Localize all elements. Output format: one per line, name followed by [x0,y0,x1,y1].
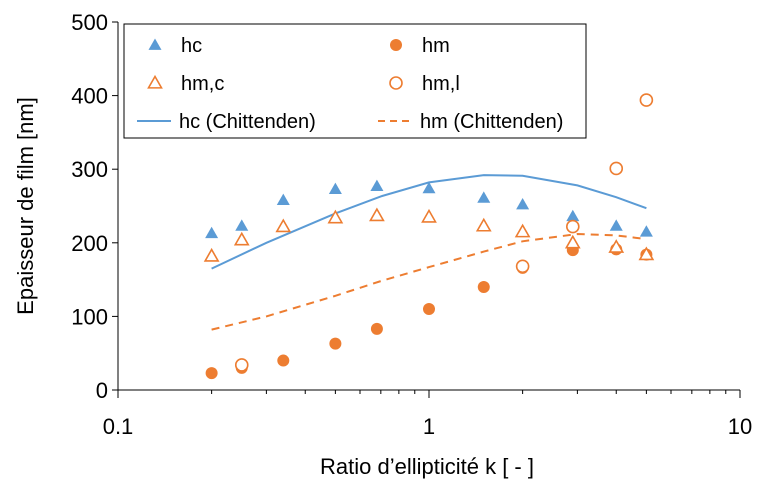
legend-label: hc (Chittenden) [179,111,316,133]
data-point [422,181,436,194]
y-tick-label: 100 [71,304,108,329]
x-axis-title: Ratio d’ellipticité k [ - ] [320,454,534,479]
y-tick-label: 400 [71,84,108,109]
data-point [234,358,249,372]
data-point [609,161,624,176]
y-axis-title: Epaisseur de film [nm] [13,97,38,315]
data-point [514,223,531,238]
axes: 0 100 200 300 400 500 0.1 1 10 [71,10,752,439]
y-tick-label: 0 [96,378,108,403]
data-point [329,337,342,350]
data-point [327,209,344,224]
legend-symbol [389,76,403,90]
data-point [609,219,623,231]
legend-box [123,23,587,139]
legend: hc hm hm,c hm,l hc (Chittenden) hm (Chittende… [123,23,587,139]
data-point [233,231,250,246]
series-line-4 [211,174,647,270]
data-point [566,219,580,234]
data-point [205,226,219,239]
data-point [477,280,490,293]
data-point [608,239,625,253]
data-point [639,225,653,237]
x-tick-label: 10 [728,414,752,439]
data-point [203,247,220,262]
legend-symbol [148,38,162,50]
data-point [370,322,383,335]
data-point [369,207,385,222]
legend-symbol [390,39,402,51]
data-point [277,354,290,367]
legend-label: hm (Chittenden) [420,111,563,133]
data-point [275,218,292,233]
legend-label: hm,l [422,73,460,95]
legend-label: hm [422,35,450,57]
data-point [564,234,581,249]
plot-area [203,93,655,380]
x-tick-label: 1 [423,414,435,439]
legend-label: hm,c [181,73,224,95]
data-point [421,208,437,223]
data-point [235,219,249,231]
data-point [370,179,384,192]
data-point [328,182,342,194]
data-point [638,246,655,261]
y-tick-label: 200 [71,231,108,256]
y-tick-label: 300 [71,157,108,182]
data-point [276,193,290,205]
y-tick-label: 500 [71,10,108,35]
x-tick-label: 0.1 [103,414,134,439]
data-point [477,191,491,203]
data-point [423,303,435,316]
data-point [639,93,654,107]
legend-symbol [147,74,163,89]
data-point [566,209,580,222]
data-point [205,367,218,380]
legend-label: hc [181,35,202,57]
series-line-5 [211,232,647,331]
data-point [516,198,530,210]
data-point [515,259,530,274]
data-point [475,217,492,232]
